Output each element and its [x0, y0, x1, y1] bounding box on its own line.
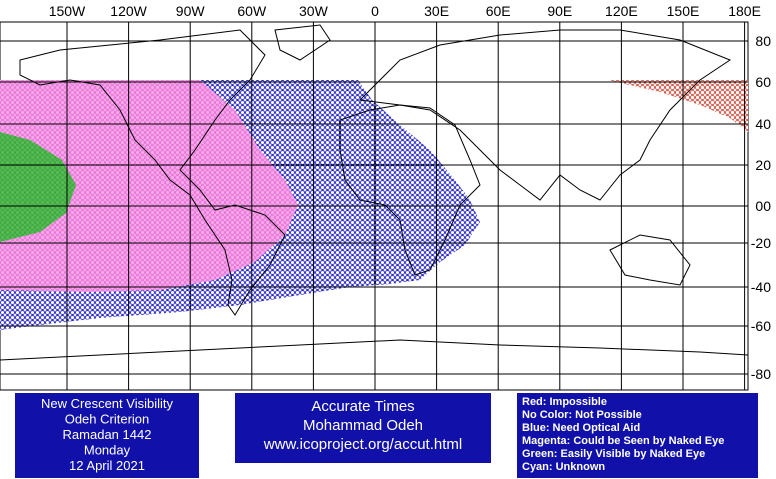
legend-line: Blue: Need Optical Aid: [522, 422, 640, 434]
legend-line: Red: Impossible: [522, 396, 607, 408]
lon-label: 150E: [667, 3, 700, 19]
legend-line: Green: Easily Visible by Naked Eye: [522, 448, 705, 460]
lat-label: -60: [751, 318, 771, 334]
info-line: Odeh Criterion: [65, 412, 150, 427]
lon-label: 30E: [424, 3, 449, 19]
lat-label: -40: [751, 279, 771, 295]
credit-line: www.icoproject.org/accut.html: [263, 436, 462, 453]
lon-label: 120W: [110, 3, 147, 19]
lat-label: 00: [755, 198, 771, 214]
credit-line: Mohammad Odeh: [303, 417, 423, 434]
credit-box: [235, 393, 491, 463]
red-region: [608, 80, 748, 132]
legend-line: Magenta: Could be Seen by Naked Eye: [522, 435, 724, 447]
visibility-regions: [0, 80, 748, 330]
lon-label: 60E: [486, 3, 511, 19]
coastlines: [0, 24, 749, 361]
lat-label: -20: [751, 235, 771, 251]
lon-label: 120E: [605, 3, 638, 19]
lon-label: 60W: [237, 3, 267, 19]
info-line: 12 April 2021: [69, 458, 145, 473]
lat-label: -80: [751, 366, 771, 382]
legend-line: Cyan: Unknown: [522, 461, 605, 473]
lat-label: 80: [755, 33, 771, 49]
lon-label: 30W: [299, 3, 329, 19]
legend-box: [517, 393, 758, 478]
credit-line: Accurate Times: [311, 398, 414, 415]
lon-label: 90E: [547, 3, 572, 19]
info-line: Ramadan 1442: [63, 427, 152, 442]
lat-label: 40: [755, 116, 771, 132]
magenta-region: [0, 80, 298, 292]
lon-label: 150W: [49, 3, 86, 19]
lat-label: 20: [755, 157, 771, 173]
info-line: Monday: [84, 443, 131, 458]
lon-label: 180E: [728, 3, 761, 19]
info-line: New Crescent Visibility: [41, 396, 173, 411]
graticule: [0, 22, 748, 390]
lat-label: 60: [755, 74, 771, 90]
info-box: [15, 393, 199, 478]
lon-label: 90W: [176, 3, 206, 19]
green-region: [0, 132, 76, 242]
legend-line: No Color: Not Possible: [522, 409, 642, 421]
lon-label: 0: [371, 3, 379, 19]
